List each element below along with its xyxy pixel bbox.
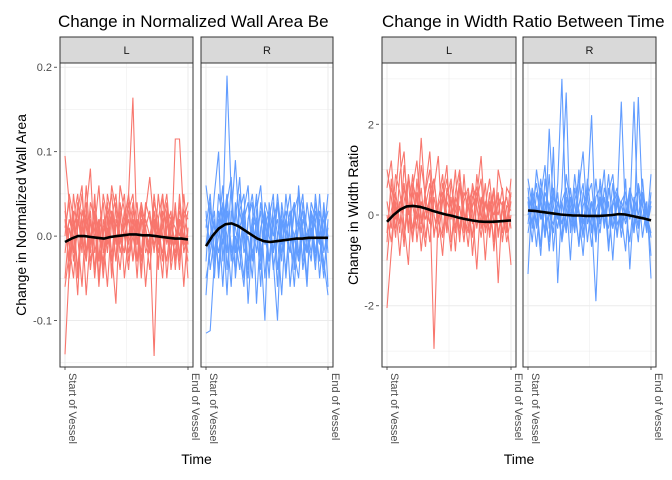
chart-title: Change in Width Ratio Between Time <box>382 12 665 31</box>
y-tick-label: 0 <box>368 210 374 222</box>
charts: Change in Normalized Wall Area Be Change … <box>13 12 665 467</box>
facet-strip-label: R <box>263 45 271 57</box>
y-tick-label: 0.0 <box>37 231 52 243</box>
x-axis-label: Time <box>181 451 212 467</box>
y-axis-label: Change in Normalized Wall Area <box>13 114 29 316</box>
smooth-trend-line <box>64 233 189 244</box>
chart-2: Change in Width Ratio Between Time Change… <box>345 12 665 467</box>
series-line <box>527 174 652 252</box>
facet-strip-label: L <box>123 45 129 57</box>
x-tick-label: Start of Vessel <box>66 373 78 444</box>
x-tick-label: Start of Vessel <box>388 373 400 444</box>
x-tick-label: Start of Vessel <box>207 373 219 444</box>
x-tick-label: Start of Vessel <box>529 373 541 444</box>
y-tick-label: -0.1 <box>33 316 52 328</box>
x-axis-label: Time <box>504 451 535 467</box>
panel-border <box>522 62 657 368</box>
facet-strip-label: L <box>446 45 452 57</box>
series-line <box>527 169 652 279</box>
facet-L: L Start of Vessel End of Vessel <box>381 36 524 444</box>
y-tick-label: 0.2 <box>37 62 52 74</box>
facet-strip <box>522 36 657 64</box>
chart-title: Change in Normalized Wall Area Be <box>58 12 329 31</box>
smooth-trend-line <box>204 222 328 247</box>
x-tick-label: End of Vessel <box>329 373 341 440</box>
series-line <box>64 185 189 287</box>
facet-strip <box>200 36 334 64</box>
chart-1: Change in Normalized Wall Area Be Change … <box>13 12 341 467</box>
facet-R: R Start of Vessel End of Vessel <box>200 36 341 444</box>
smooth-trend-line <box>527 209 652 222</box>
series-line <box>205 193 329 321</box>
x-tick-label: End of Vessel <box>652 373 664 440</box>
y-tick-label: -2 <box>364 301 374 313</box>
panel-border <box>200 62 334 368</box>
series-line <box>386 174 512 247</box>
y-tick-label: 0.1 <box>37 147 52 159</box>
facet-R: R Start of Vessel End of Vessel <box>522 36 664 444</box>
series-line <box>64 185 189 296</box>
series-line <box>386 155 512 247</box>
facet-L: L Start of Vessel End of Vessel <box>59 36 201 444</box>
panel-border <box>59 62 194 368</box>
facet-strip-label: R <box>586 45 594 57</box>
x-tick-label: End of Vessel <box>189 373 201 440</box>
smooth-trend-line <box>386 204 512 224</box>
y-axis-label: Change in Width Ratio <box>345 145 361 285</box>
y-tick-label: 2 <box>368 119 374 131</box>
series-line <box>386 142 512 284</box>
series-line <box>64 176 189 296</box>
x-tick-label: End of Vessel <box>512 373 524 440</box>
series-line <box>205 160 329 304</box>
panel-border <box>381 62 517 368</box>
